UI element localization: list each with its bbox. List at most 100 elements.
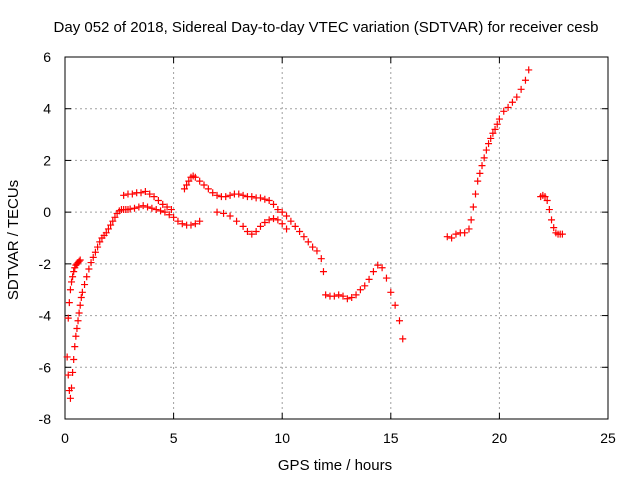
y-tick-label: -8 xyxy=(39,411,52,427)
data-point-marker xyxy=(239,191,247,199)
x-tick-label: 10 xyxy=(274,430,290,446)
data-point-marker xyxy=(139,202,147,210)
data-point-marker xyxy=(291,222,299,230)
data-point-marker xyxy=(64,314,72,322)
data-point-marker xyxy=(148,204,156,212)
data-point-marker xyxy=(87,259,95,267)
x-axis-label: GPS time / hours xyxy=(278,457,392,474)
data-point-marker xyxy=(508,98,516,106)
data-point-marker xyxy=(85,265,93,273)
data-point-marker xyxy=(382,274,390,282)
data-point-marker xyxy=(361,282,369,290)
data-point-marker xyxy=(137,189,145,197)
data-point-marker xyxy=(482,146,490,154)
data-point-marker xyxy=(72,332,80,340)
data-series xyxy=(63,66,566,402)
data-point-marker xyxy=(274,206,282,214)
data-point-marker xyxy=(472,190,480,198)
data-point-marker xyxy=(467,216,475,224)
data-point-marker xyxy=(63,353,71,361)
chart-title: Day 052 of 2018, Sidereal Day-to-day VTE… xyxy=(54,19,599,36)
data-point-marker xyxy=(330,292,338,300)
data-point-marker xyxy=(513,93,521,101)
y-tick-label: 2 xyxy=(43,152,51,168)
data-point-marker xyxy=(77,293,85,301)
series-segment-1-early-rise xyxy=(64,256,84,322)
data-point-marker xyxy=(76,256,84,264)
data-point-marker xyxy=(157,207,165,215)
data-point-marker xyxy=(550,224,558,232)
data-point-marker xyxy=(443,233,451,241)
data-point-marker xyxy=(146,190,154,198)
data-point-marker xyxy=(543,197,551,205)
data-point-marker xyxy=(102,229,110,237)
data-point-marker xyxy=(335,291,343,299)
data-point-marker xyxy=(356,286,364,294)
data-point-marker xyxy=(141,187,149,195)
x-tick-label: 25 xyxy=(600,430,616,446)
data-point-marker xyxy=(374,261,382,269)
data-point-marker xyxy=(68,278,76,286)
series-segment-5-lower-wave xyxy=(213,208,291,238)
data-point-marker xyxy=(91,248,99,256)
y-tick-label: 6 xyxy=(43,49,51,65)
data-point-marker xyxy=(541,193,549,201)
data-point-marker xyxy=(64,371,72,379)
data-point-marker xyxy=(495,115,503,123)
data-point-marker xyxy=(163,203,171,211)
series-segment-4-mid-plateau xyxy=(180,172,327,276)
data-point-marker xyxy=(391,301,399,309)
data-point-marker xyxy=(165,211,173,219)
data-point-marker xyxy=(395,317,403,325)
data-point-marker xyxy=(348,293,356,301)
data-point-marker xyxy=(81,281,89,289)
data-point-marker xyxy=(545,206,553,214)
data-point-marker xyxy=(283,212,291,220)
data-point-marker xyxy=(261,218,269,226)
data-point-marker xyxy=(517,85,525,93)
data-point-marker xyxy=(89,253,97,261)
data-point-marker xyxy=(170,213,178,221)
data-point-marker xyxy=(70,268,78,276)
data-point-marker xyxy=(126,205,134,213)
data-point-marker xyxy=(233,217,241,225)
data-point-marker xyxy=(109,217,117,225)
data-point-marker xyxy=(204,185,212,193)
y-tick-label: -4 xyxy=(39,308,52,324)
data-point-marker xyxy=(469,203,477,211)
data-point-marker xyxy=(521,76,529,84)
data-point-marker xyxy=(226,191,234,199)
data-point-marker xyxy=(474,177,482,185)
data-point-marker xyxy=(339,292,347,300)
data-point-marker xyxy=(187,221,195,229)
data-point-marker xyxy=(161,208,169,216)
data-point-marker xyxy=(278,220,286,228)
data-point-marker xyxy=(525,66,533,74)
data-point-marker xyxy=(191,220,199,228)
y-tick-label: -6 xyxy=(39,359,52,375)
data-point-marker xyxy=(478,162,486,170)
data-point-marker xyxy=(465,225,473,233)
data-point-marker xyxy=(487,134,495,142)
data-point-marker xyxy=(66,286,74,294)
data-point-marker xyxy=(365,275,373,283)
x-tick-label: 5 xyxy=(170,430,178,446)
x-tick-label: 20 xyxy=(492,430,508,446)
data-point-marker xyxy=(270,200,278,208)
data-point-marker xyxy=(452,230,460,238)
data-point-marker xyxy=(152,206,160,214)
data-point-marker xyxy=(296,228,304,236)
data-point-marker xyxy=(196,217,204,225)
data-point-marker xyxy=(71,343,79,351)
data-point-marker xyxy=(317,255,325,263)
data-point-marker xyxy=(180,185,188,193)
data-point-marker xyxy=(322,291,330,299)
data-point-marker xyxy=(319,268,327,276)
data-point-marker xyxy=(287,217,295,225)
data-point-marker xyxy=(378,264,386,272)
data-point-marker xyxy=(309,243,317,251)
data-point-marker xyxy=(274,216,282,224)
data-point-marker xyxy=(387,288,395,296)
data-point-marker xyxy=(191,173,199,181)
data-point-marker xyxy=(485,140,493,148)
